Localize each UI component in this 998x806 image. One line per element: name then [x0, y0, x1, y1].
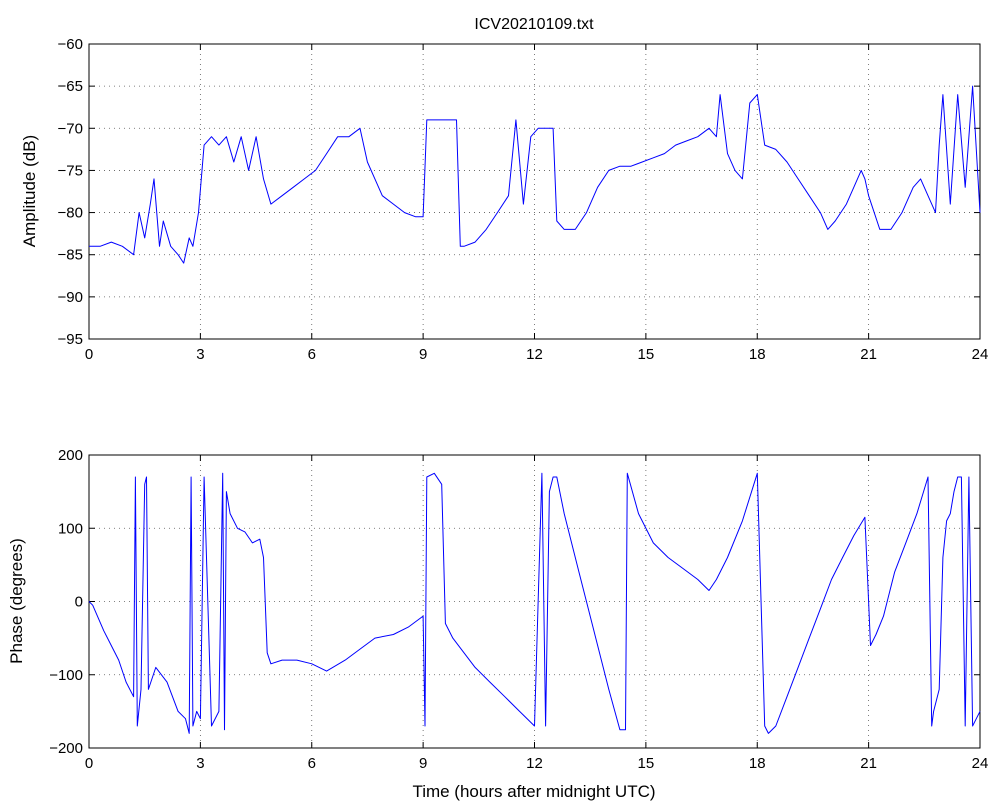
phase-grid: [89, 455, 980, 748]
phase-y-tick-label: 100: [58, 520, 83, 537]
phase-x-tick-label: 6: [308, 755, 316, 772]
amplitude-x-tick-label: 9: [419, 346, 427, 363]
phase-series-line: [88, 472, 981, 734]
amplitude-x-tick-label: 6: [308, 346, 316, 363]
amplitude-y-axis-label: Amplitude (dB): [20, 135, 39, 247]
amplitude-y-tick-label: −80: [58, 205, 83, 222]
amplitude-x-tick-label: 0: [85, 346, 93, 363]
phase-x-tick-label: 24: [972, 755, 989, 772]
amplitude-series-line: [89, 85, 981, 264]
amplitude-y-tick-label: −85: [58, 247, 83, 264]
amplitude-x-tick-label: 15: [638, 346, 655, 363]
amplitude-x-tick-label: 21: [860, 346, 877, 363]
phase-x-tick-label: 15: [638, 755, 655, 772]
amplitude-y-tick-label: −90: [58, 289, 83, 306]
phase-x-axis-label: Time (hours after midnight UTC): [412, 782, 655, 801]
amplitude-x-tick-label: 24: [972, 346, 989, 363]
amplitude-x-tick-label: 3: [196, 346, 204, 363]
amplitude-ticks: 0 3 6 9 12 15 18 21 24 −95 −90 −85 −80 −75 −70 −65 −60: [58, 36, 989, 363]
phase-y-axis-label: Phase (degrees): [7, 538, 26, 664]
amplitude-y-tick-label: −95: [58, 331, 83, 348]
phase-x-tick-label: 21: [860, 755, 877, 772]
amplitude-grid: [89, 44, 980, 339]
phase-y-tick-label: −100: [49, 667, 83, 684]
amplitude-chart-title: ICV20210109.txt: [474, 16, 594, 33]
phase-x-tick-label: 0: [85, 755, 93, 772]
amplitude-x-tick-label: 18: [749, 346, 766, 363]
amplitude-y-tick-label: −60: [58, 36, 83, 53]
phase-x-tick-label: 3: [196, 755, 204, 772]
phase-y-tick-label: 0: [75, 594, 83, 611]
phase-ticks: 0 3 6 9 12 15 18 21 24 −200 −100 0 100 200: [49, 447, 988, 772]
phase-x-tick-label: 12: [526, 755, 543, 772]
amplitude-chart: ICV20210109.txt 0 3 6 9 12 15 18 21 24 −95 −90 −85 −…: [20, 16, 988, 363]
amplitude-y-tick-label: −65: [58, 78, 83, 95]
amplitude-x-tick-label: 12: [526, 346, 543, 363]
phase-x-tick-label: 18: [749, 755, 766, 772]
amplitude-y-tick-label: −75: [58, 162, 83, 179]
phase-x-tick-label: 9: [419, 755, 427, 772]
phase-y-tick-label: −200: [49, 740, 83, 757]
phase-y-tick-label: 200: [58, 447, 83, 464]
amplitude-y-tick-label: −70: [58, 120, 83, 137]
phase-chart: 0 3 6 9 12 15 18 21 24 −200 −100 0 100 200 Phase (deg…: [7, 447, 988, 801]
